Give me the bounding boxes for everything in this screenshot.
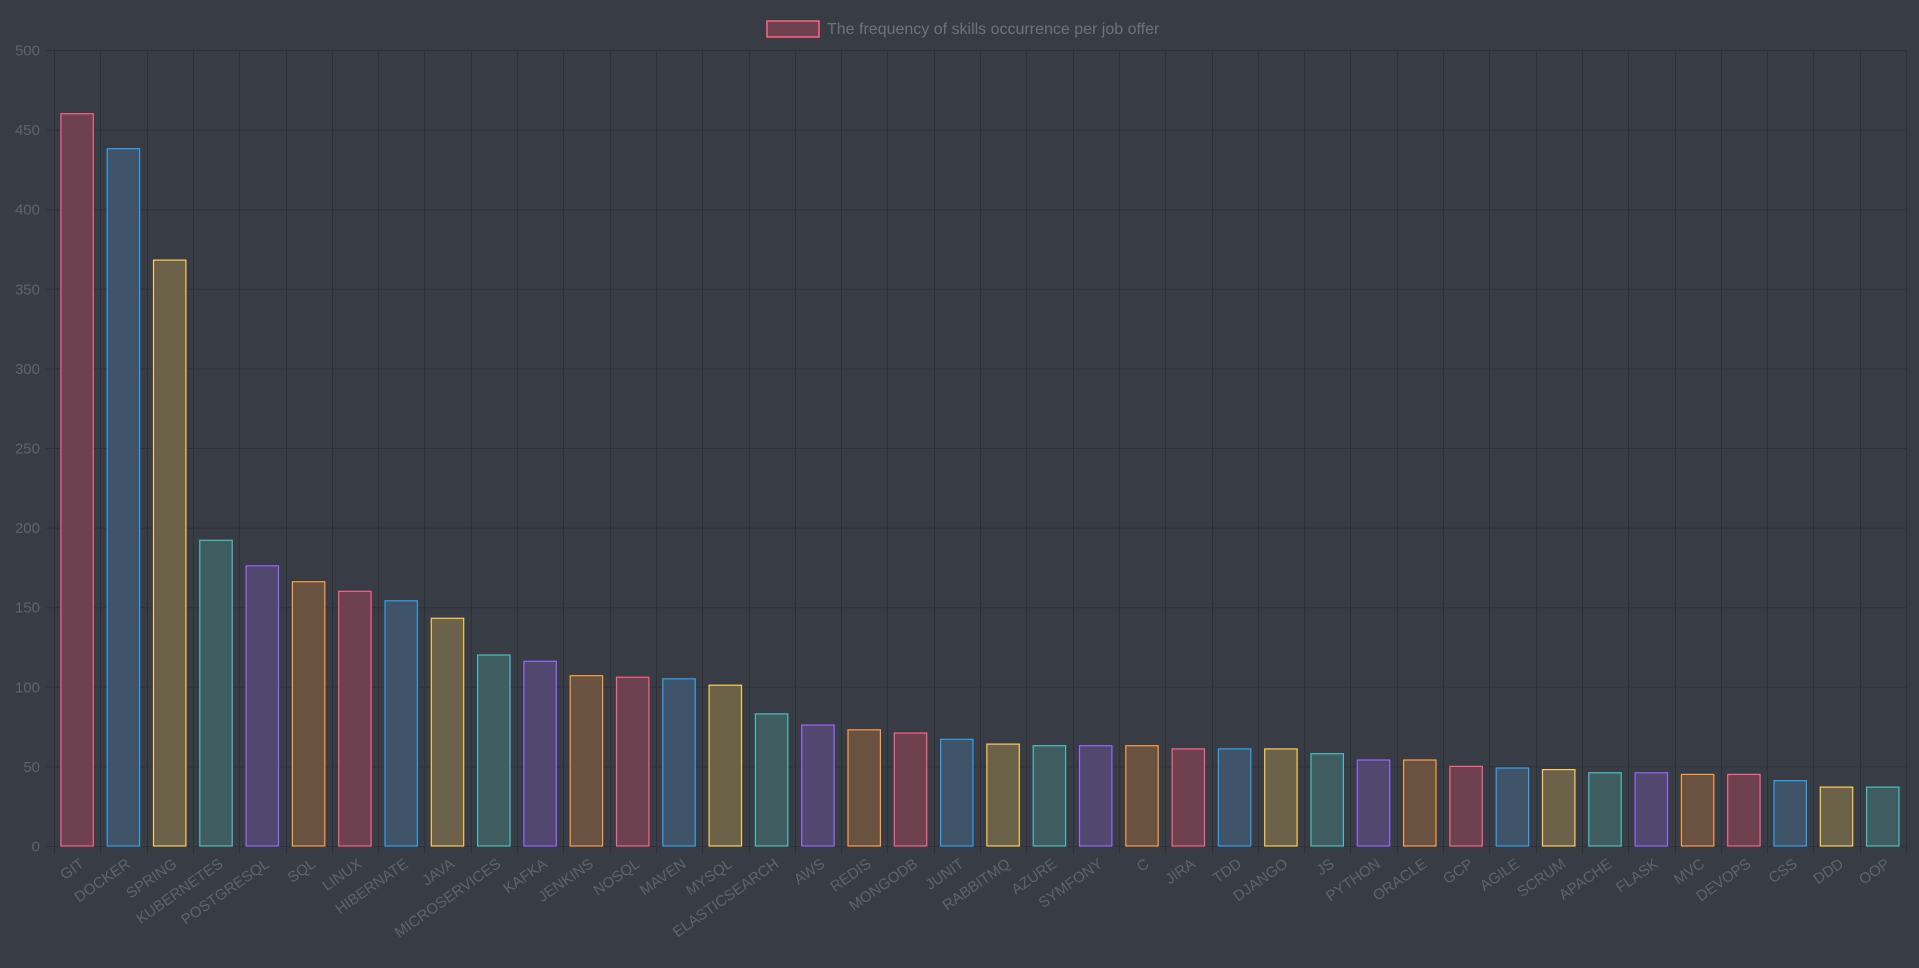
bar-mongodb[interactable] — [893, 732, 928, 847]
x-tick-label: GCP — [1440, 855, 1476, 888]
bar-hibernate[interactable] — [384, 600, 419, 847]
bar-jenkins[interactable] — [569, 675, 604, 847]
bar-gcp[interactable] — [1449, 765, 1483, 847]
bar-django[interactable] — [1264, 748, 1298, 847]
bar-junit[interactable] — [939, 738, 974, 847]
bar-oracle[interactable] — [1402, 759, 1437, 847]
bar-spring[interactable] — [152, 259, 187, 847]
y-tick-label: 500 — [15, 43, 40, 60]
bar-java[interactable] — [430, 617, 465, 847]
x-tick-label: JIRA — [1162, 855, 1198, 888]
y-tick-label: 250 — [15, 441, 40, 458]
bar-azure[interactable] — [1032, 745, 1067, 847]
bar-elasticsearch[interactable] — [754, 713, 789, 847]
bar-js[interactable] — [1310, 753, 1345, 847]
bar-symfony[interactable] — [1078, 745, 1113, 847]
bar-nosql[interactable] — [615, 676, 650, 847]
bar-sql[interactable] — [291, 581, 326, 847]
bars — [60, 113, 1900, 847]
legend[interactable]: The frequency of skills occurrence per j… — [766, 20, 1160, 38]
bar-maven[interactable] — [662, 678, 696, 847]
y-tick-label: 0 — [32, 839, 40, 856]
bar-agile[interactable] — [1495, 767, 1530, 847]
bar-oop[interactable] — [1865, 786, 1900, 847]
x-tick-label: C — [1134, 855, 1153, 875]
x-tick-label: GIT — [57, 855, 87, 883]
x-tick-label: MVC — [1671, 855, 1708, 888]
y-tick-label: 400 — [15, 202, 40, 219]
bar-git[interactable] — [60, 113, 94, 847]
bar-kafka[interactable] — [523, 660, 557, 847]
bar-aws[interactable] — [801, 724, 835, 847]
bar-kubernetes[interactable] — [199, 539, 233, 847]
x-tick-label: APACHE — [1556, 855, 1615, 904]
bar-devops[interactable] — [1727, 773, 1761, 847]
bar-docker[interactable] — [106, 148, 141, 847]
x-tick-label: AWS — [791, 855, 828, 888]
bar-css[interactable] — [1773, 780, 1808, 847]
bar-postgresql[interactable] — [245, 565, 280, 847]
x-tick-label: OOP — [1856, 855, 1893, 888]
bar-scrum[interactable] — [1541, 768, 1576, 847]
x-tick-label: JS — [1313, 855, 1337, 879]
y-tick-label: 200 — [15, 520, 40, 537]
y-tick-label: 100 — [15, 679, 40, 696]
y-tick-label: 350 — [15, 281, 40, 298]
x-tick-label: MAVEN — [637, 855, 690, 899]
bar-apache[interactable] — [1588, 772, 1622, 847]
bar-jira[interactable] — [1171, 748, 1206, 847]
bar-python[interactable] — [1356, 759, 1391, 847]
bar-c[interactable] — [1125, 745, 1159, 847]
bar-tdd[interactable] — [1217, 748, 1252, 847]
bar-redis[interactable] — [847, 729, 882, 847]
x-tick-label: NOSQL — [590, 855, 643, 899]
x-tick-label: FLASK — [1613, 855, 1662, 896]
y-tick-label: 300 — [15, 361, 40, 378]
bar-ddd[interactable] — [1819, 786, 1854, 847]
x-tick-label: SQL — [285, 855, 319, 886]
bar-rabbitmq[interactable] — [986, 743, 1020, 847]
bar-mvc[interactable] — [1680, 773, 1715, 847]
bar-linux[interactable] — [338, 590, 372, 847]
x-tick-label: DDD — [1810, 855, 1847, 888]
bar-flask[interactable] — [1634, 772, 1669, 847]
gridlines — [46, 50, 1907, 854]
legend-label: The frequency of skills occurrence per j… — [827, 21, 1160, 38]
y-tick-label: 150 — [15, 600, 40, 617]
bar-mysql[interactable] — [708, 684, 743, 847]
bar-microservices[interactable] — [477, 654, 511, 847]
y-tick-label: 50 — [23, 759, 40, 776]
y-tick-label: 450 — [15, 122, 40, 139]
x-tick-label: TDD — [1210, 855, 1245, 887]
x-tick-label: CSS — [1766, 855, 1801, 887]
legend-swatch — [766, 20, 820, 38]
